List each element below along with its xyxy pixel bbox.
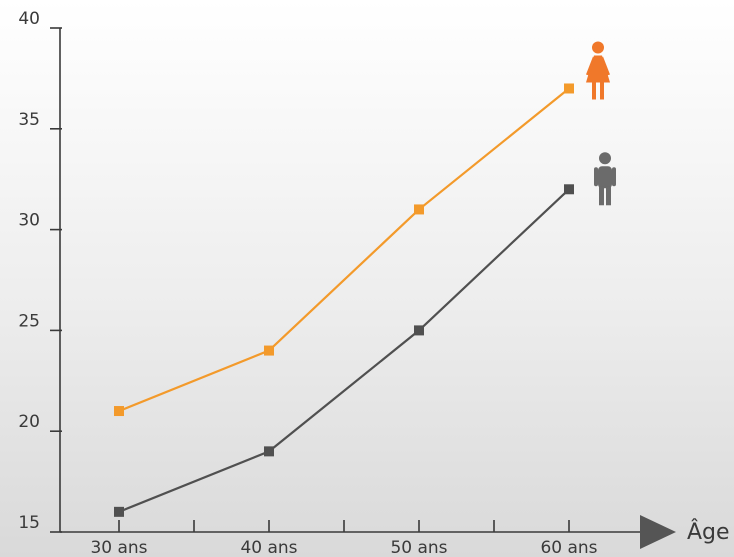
series-layer [114,83,574,517]
data-point [414,325,424,336]
data-point [264,345,274,356]
y-tick-label: 40 [18,9,40,29]
x-axis-title: Âge [687,519,730,545]
data-point [114,406,124,417]
series-line [118,87,570,413]
x-tick-label: 30 ans [90,538,147,557]
data-point [114,506,124,517]
series-line [118,188,570,513]
x-axis-arrow-icon [640,515,676,549]
data-point [564,83,574,94]
y-tick-label: 20 [18,412,40,432]
x-ticks: 30 ans 40 ans 50 ans 60 ans [90,520,598,557]
icons-layer [586,41,616,206]
y-tick-label: 30 [18,211,40,231]
y-tick-label: 25 [18,311,40,331]
axes: Âge [59,28,730,549]
x-tick-label: 50 ans [390,538,447,557]
man-icon [594,152,616,206]
data-point [564,184,574,195]
y-ticks: 15 20 25 30 35 40 [18,9,62,533]
x-tick-label: 40 ans [240,538,297,557]
y-tick-label: 35 [18,110,40,130]
series-1 [114,184,574,517]
data-point [264,446,274,457]
x-tick-label: 60 ans [540,538,597,557]
data-point [414,204,424,215]
woman-icon [586,41,610,100]
y-tick-label: 15 [18,513,40,533]
series-0 [114,83,574,417]
